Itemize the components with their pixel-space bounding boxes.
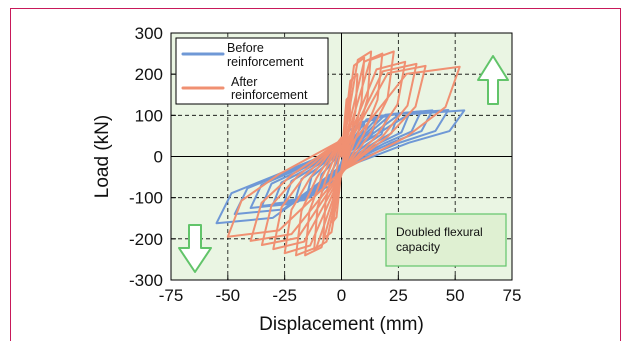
x-axis-title: Displacement (mm) [259,314,424,335]
y-tick-label: 0 [154,148,163,167]
arrow-up-icon [477,55,509,105]
x-tick-label: -75 [159,286,184,305]
y-axis-title: Load (kN) [92,115,113,198]
legend: Before reinforcement After reinforcement [175,37,329,105]
x-tick-label: 0 [337,286,346,305]
figure-frame [10,8,621,341]
hysteresis-loop [226,65,461,238]
y-tick-label: -300 [129,271,163,290]
series-after-reinforcement [226,50,461,257]
hysteresis-curves [215,50,466,257]
axes: -75 -50 -25 0 25 50 75 300 200 100 0 -100 -200 -300 Di… [92,24,521,335]
x-tick-label: 25 [389,286,408,305]
legend-label-after: After reinforcement [231,75,308,102]
legend-label-before: Before reinforcement [227,41,304,69]
y-tick-label: -200 [129,230,163,249]
y-tick-label: 100 [135,106,163,125]
x-tick-label: -25 [272,286,297,305]
y-tick-label: 200 [135,65,163,84]
x-tick-label: 50 [446,286,465,305]
y-tick-label: -100 [129,189,163,208]
annotation-text: Doubled flexural capacity [396,225,483,254]
annotation-box: Doubled flexural capacity [385,213,507,267]
x-tick-label: 75 [503,286,522,305]
x-tick-label: -50 [216,286,241,305]
y-tick-label: 300 [135,24,163,43]
legend-box [175,37,329,105]
arrow-down-icon [178,224,212,273]
